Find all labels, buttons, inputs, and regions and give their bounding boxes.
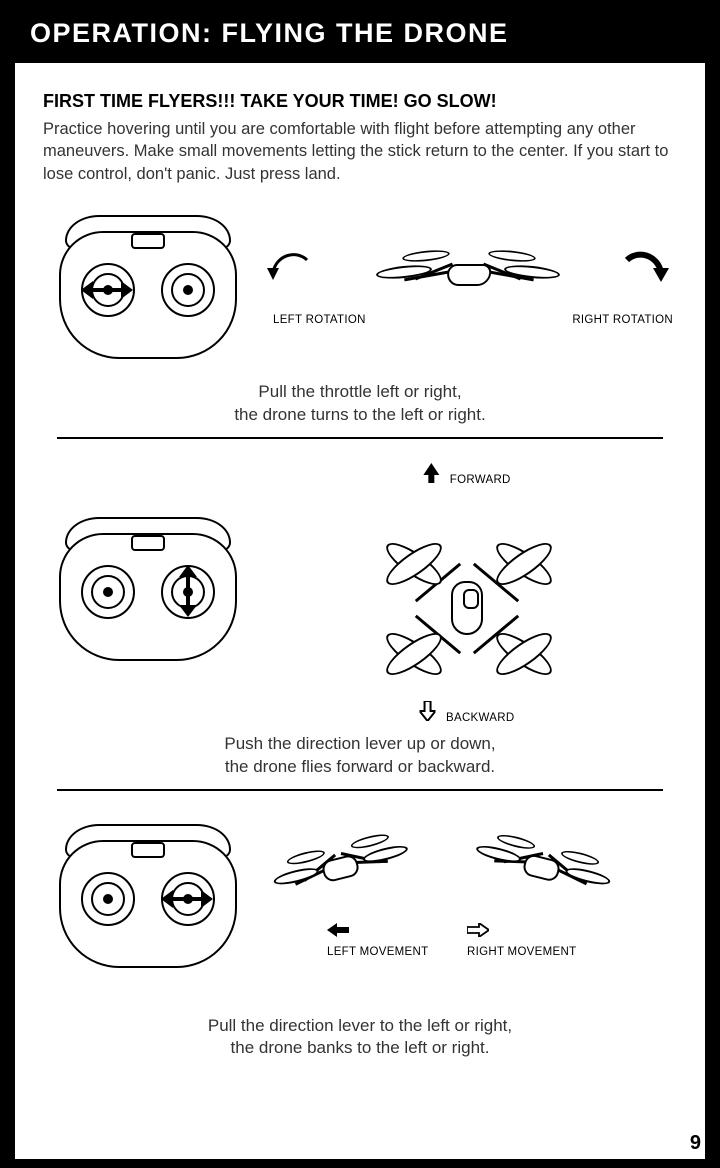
- controller-diagram: [53, 513, 243, 673]
- caption-line1: Pull the direction lever to the left or …: [208, 1016, 512, 1035]
- page-number: 9: [690, 1132, 701, 1155]
- left-arrow-icon: [327, 923, 349, 937]
- left-movement-group: LEFT MOVEMENT: [327, 923, 428, 960]
- left-rotation-label: LEFT ROTATION: [273, 314, 366, 326]
- forward-label: FORWARD: [450, 474, 511, 486]
- left-movement-label: LEFT MOVEMENT: [327, 946, 428, 958]
- drone-bank-left-icon: [258, 808, 425, 932]
- section-divider: [57, 437, 663, 439]
- section-fb-caption: Push the direction lever up or down, the…: [43, 733, 677, 779]
- right-stick-horizontal-arrow: [163, 890, 211, 908]
- intro-body: Practice hovering until you are comforta…: [43, 118, 677, 185]
- caption-line2: the drone flies forward or backward.: [225, 757, 495, 776]
- backward-label: BACKWARD: [446, 712, 514, 724]
- section-banking: LEFT MOVEMENT RIGHT MOVEMENT: [43, 809, 677, 989]
- drone-topdown-icon: [367, 503, 567, 703]
- right-rotation-arrow-icon: [615, 246, 671, 302]
- forward-label-group: FORWARD: [423, 463, 510, 488]
- drone-angled-icon: [352, 236, 582, 316]
- controller-diagram: [53, 820, 243, 980]
- section-divider: [57, 789, 663, 791]
- drone-bank-right-icon: [458, 808, 625, 932]
- caption-line1: Pull the throttle left or right,: [258, 382, 461, 401]
- controller-diagram: [53, 211, 243, 371]
- right-stick-vertical-arrow: [179, 567, 197, 615]
- caption-line1: Push the direction lever up or down,: [224, 734, 495, 753]
- section-forward-backward: FORWARD BACKWARD: [43, 457, 677, 727]
- right-arrow-icon: [467, 923, 489, 937]
- backward-label-group: BACKWARD: [420, 701, 515, 726]
- page-content: FIRST TIME FLYERS!!! TAKE YOUR TIME! GO …: [15, 63, 705, 1159]
- intro-subhead: FIRST TIME FLYERS!!! TAKE YOUR TIME! GO …: [43, 91, 677, 112]
- up-arrow-icon: [423, 463, 439, 483]
- drone-rotation-illustration: LEFT ROTATION RIGHT ROTATION: [267, 216, 667, 366]
- page-header: OPERATION: FLYING THE DRONE: [0, 0, 720, 63]
- right-movement-label: RIGHT MOVEMENT: [467, 946, 576, 958]
- right-rotation-label: RIGHT ROTATION: [572, 314, 673, 326]
- caption-line2: the drone banks to the left or right.: [231, 1038, 490, 1057]
- section-rotation-caption: Pull the throttle left or right, the dro…: [43, 381, 677, 427]
- section-banking-caption: Pull the direction lever to the left or …: [43, 1015, 677, 1061]
- drone-topdown-illustration: FORWARD BACKWARD: [267, 463, 667, 723]
- left-stick-horizontal-arrow: [83, 281, 131, 299]
- left-rotation-arrow-icon: [263, 246, 319, 302]
- right-movement-group: RIGHT MOVEMENT: [467, 923, 576, 960]
- caption-line2: the drone turns to the left or right.: [234, 405, 485, 424]
- down-arrow-icon: [420, 701, 436, 721]
- section-rotation: LEFT ROTATION RIGHT ROTATION: [43, 205, 677, 375]
- drone-banking-illustration: LEFT MOVEMENT RIGHT MOVEMENT: [267, 815, 667, 985]
